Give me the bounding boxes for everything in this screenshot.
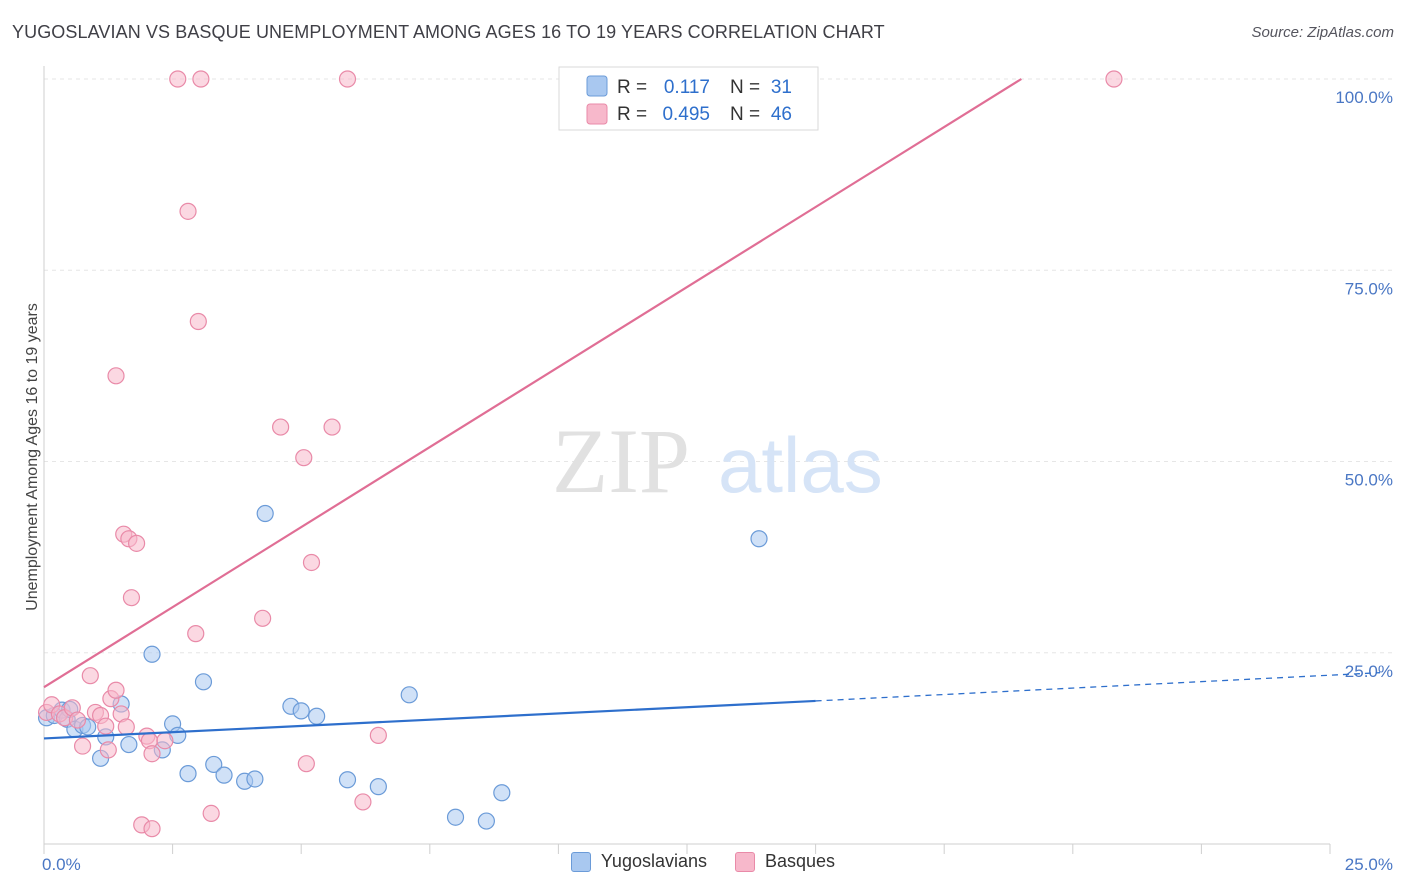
basque-point <box>169 70 187 88</box>
watermark: ZIP atlas <box>552 410 883 512</box>
yugoslavian-point <box>477 812 495 830</box>
trend-lines <box>43 78 1381 740</box>
basque-point <box>323 418 341 436</box>
basques-points <box>37 70 1123 838</box>
yugoslavian-point <box>205 755 223 774</box>
yugoslavian-point <box>194 673 213 691</box>
bottom-legend-swatch-yugoslavians <box>570 851 591 872</box>
basque-point <box>97 717 115 735</box>
bottom-legend-swatch-basques <box>735 851 755 872</box>
basque-point <box>187 625 205 643</box>
legend: R = 0.117 N = 31 R = 0.495 N = 46 <box>558 66 819 131</box>
basque-point <box>122 589 141 607</box>
basque-point <box>99 741 117 759</box>
yugoslavian-point <box>369 778 387 796</box>
chart-source: Source: ZipAtlas.com <box>1251 24 1394 41</box>
bottom-legend-label-basques: Basques <box>765 851 836 871</box>
y-tick-label: 100.0% <box>1335 88 1393 107</box>
yugoslavian-trend-line <box>43 699 816 740</box>
watermark-zip: ZIP <box>552 410 690 512</box>
basque-point <box>81 667 99 685</box>
y-axis-title: Unemployment Among Ages 16 to 19 years <box>24 303 41 611</box>
legend-r-value-1: 0.495 <box>662 104 710 125</box>
basque-point <box>107 367 125 385</box>
legend-swatch-basques <box>586 103 608 125</box>
legend-r-label-1: R = <box>617 104 647 125</box>
basque-point <box>68 711 87 729</box>
basque-point <box>107 681 125 699</box>
basque-point <box>179 202 197 220</box>
basque-point <box>1105 70 1123 88</box>
bottom-legend-basques: Basques <box>735 851 835 872</box>
yugoslavian-point <box>338 771 357 789</box>
yugoslavian-point <box>246 770 264 788</box>
yugoslavian-point <box>179 765 197 783</box>
bottom-legend-label-yugoslavians: Yugoslavians <box>600 851 707 871</box>
y-tick-label: 25.0% <box>1345 662 1393 681</box>
yugoslavian-point <box>493 784 511 802</box>
yugoslavian-point <box>215 766 233 784</box>
gridlines <box>44 78 1396 654</box>
yugoslavian-point <box>256 504 274 523</box>
basque-point <box>156 732 174 750</box>
basque-trend-line <box>43 78 1022 689</box>
basque-point <box>117 718 135 736</box>
x-tick-label: 0.0% <box>42 855 81 874</box>
x-tick-label: 25.0% <box>1345 855 1393 874</box>
yugoslavian-point <box>292 702 310 720</box>
legend-swatch-yugoslavians <box>586 75 608 97</box>
basque-point <box>254 609 272 627</box>
yugoslavian-point <box>446 808 465 826</box>
basque-point <box>354 793 372 811</box>
basque-point <box>192 70 210 88</box>
legend-r-value-0: 0.117 <box>664 77 710 98</box>
basque-point <box>338 70 357 88</box>
basque-point <box>272 418 290 436</box>
yugoslavian-trend-extension <box>815 672 1381 702</box>
watermark-atlas: atlas <box>718 421 883 509</box>
legend-r-label-0: R = <box>617 77 647 98</box>
yugoslavian-point <box>750 530 768 548</box>
legend-n-label-0: N = <box>730 77 760 98</box>
yugoslavians-points <box>37 504 768 830</box>
basque-point <box>189 312 207 331</box>
chart-title: YUGOSLAVIAN VS BASQUE UNEMPLOYMENT AMONG… <box>12 22 885 42</box>
legend-n-value-0: 31 <box>771 77 792 98</box>
yugoslavian-point <box>308 707 326 725</box>
basque-point <box>127 534 146 552</box>
basque-point <box>73 737 92 755</box>
y-tick-label: 75.0% <box>1345 279 1393 298</box>
yugoslavian-point <box>143 645 161 663</box>
basque-point <box>297 755 315 773</box>
basque-point <box>302 553 321 572</box>
basque-point <box>143 745 161 763</box>
yugoslavian-point <box>120 735 138 754</box>
bottom-legend: Yugoslavians Basques <box>0 851 1406 872</box>
legend-n-value-1: 46 <box>771 104 792 125</box>
basque-point <box>202 804 220 823</box>
y-tick-label: 50.0% <box>1345 471 1393 490</box>
basque-point <box>143 820 161 838</box>
basque-point <box>369 726 387 744</box>
x-tick-labels: 0.0% 25.0% <box>42 855 1393 874</box>
basque-point <box>295 449 313 467</box>
legend-n-label-1: N = <box>730 104 760 125</box>
yugoslavian-point <box>400 686 418 704</box>
bottom-legend-yugoslavians: Yugoslavians <box>570 851 707 872</box>
y-tick-labels: 100.0% 75.0% 50.0% 25.0% <box>1335 88 1393 681</box>
